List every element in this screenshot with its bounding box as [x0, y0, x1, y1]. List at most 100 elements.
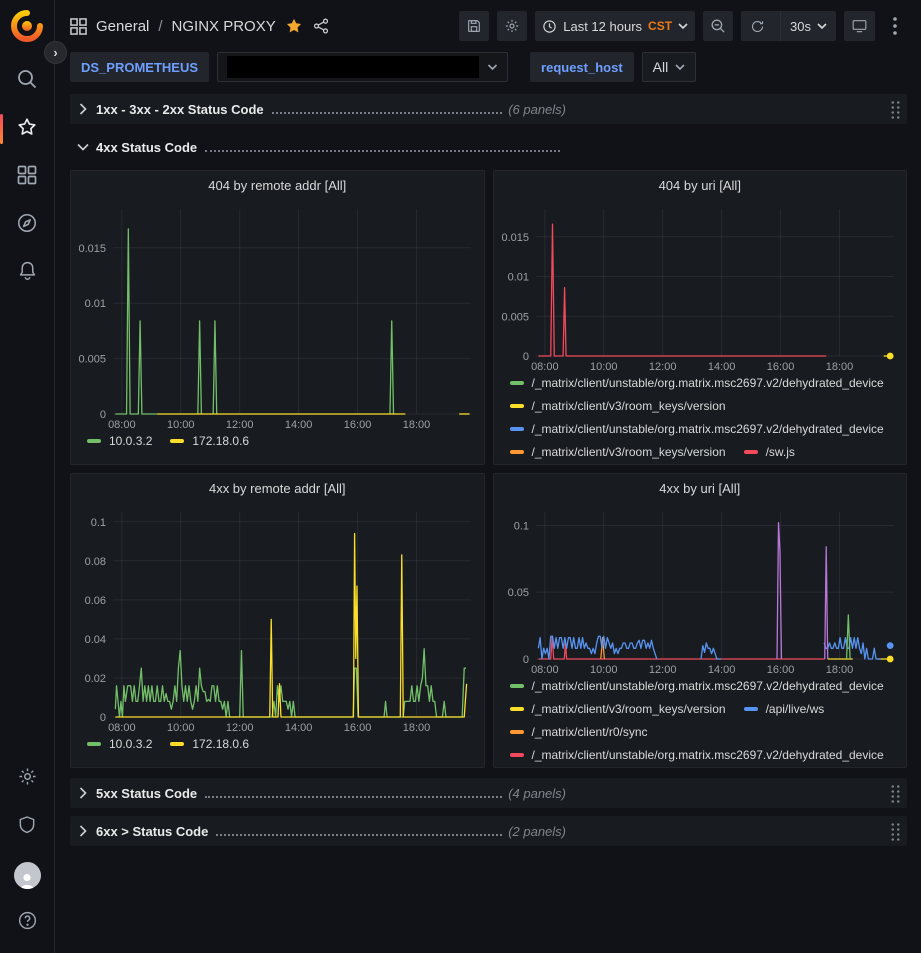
legend-item[interactable]: 10.0.3.2 [87, 434, 152, 448]
legend-item[interactable]: /_matrix/client/unstable/org.matrix.msc2… [509, 376, 884, 390]
series-line [114, 648, 466, 718]
x-axis-tick: 08:00 [108, 419, 136, 431]
share-icon[interactable] [312, 17, 330, 35]
panel-legend: /_matrix/client/unstable/org.matrix.msc2… [494, 374, 907, 464]
row-6xx[interactable]: 6xx > Status Code (2 panels) [70, 816, 907, 846]
sidebar-item-server-admin[interactable] [0, 803, 55, 851]
y-axis-tick: 0.01 [85, 298, 106, 310]
refresh-interval-picker[interactable]: 30s [780, 11, 836, 41]
chevron-right-icon [70, 825, 96, 837]
row-title: 5xx Status Code [96, 785, 198, 801]
panel-4xx-by-remote-addr: 4xx by remote addr [All] 08:00 10:00 12:00… [70, 473, 485, 768]
time-series-plot[interactable]: 08:00 10:00 12:00 14:00 16:00 18:00 0 0.02 0.04 0… [71, 502, 484, 735]
shield-icon [17, 814, 37, 840]
row-drag-handle[interactable] [890, 821, 901, 841]
chevron-right-icon [70, 787, 96, 799]
grafana-logo[interactable] [10, 9, 44, 43]
legend-swatch [509, 684, 524, 688]
x-axis-tick: 08:00 [108, 722, 136, 734]
variable-select-request-host[interactable]: All [641, 52, 697, 82]
sidebar-item-explore[interactable] [0, 201, 55, 249]
row-drag-handle[interactable] [890, 783, 901, 803]
legend-label: /_matrix/client/r0/sync [531, 725, 648, 739]
panel-title[interactable]: 4xx by uri [All] [659, 480, 741, 496]
variable-label-ds-prometheus: DS_PROMETHEUS [70, 52, 210, 82]
row-title: 4xx Status Code [96, 139, 198, 155]
legend-item[interactable]: 10.0.3.2 [87, 737, 152, 751]
time-range-picker[interactable]: Last 12 hours CST [535, 11, 696, 41]
x-axis-tick: 08:00 [531, 664, 559, 676]
legend-item[interactable]: /api/live/ws [743, 702, 824, 716]
legend-swatch [87, 439, 101, 443]
legend-item[interactable]: /_matrix/client/v3/room_keys/version [509, 445, 726, 459]
time-series-plot[interactable]: 08:00 10:00 12:00 14:00 16:00 18:00 0 0.005 0.01… [494, 199, 907, 374]
x-axis-tick: 10:00 [167, 722, 195, 734]
legend-item[interactable]: /_matrix/client/unstable/org.matrix.msc2… [509, 679, 884, 693]
series-line [212, 320, 218, 415]
legend-swatch [87, 742, 101, 746]
row-4xx[interactable]: 4xx Status Code [70, 132, 907, 162]
dashboard-settings-button[interactable] [497, 11, 528, 41]
save-dashboard-button[interactable] [459, 11, 490, 41]
legend-item[interactable]: /_matrix/client/v3/room_keys/version [509, 399, 726, 413]
legend-label: /_matrix/client/unstable/org.matrix.msc2… [531, 679, 884, 693]
panel-title[interactable]: 404 by remote addr [All] [208, 177, 347, 193]
dotted-leader [216, 833, 503, 836]
legend-item[interactable]: 172.18.0.6 [170, 737, 249, 751]
legend-swatch [509, 450, 524, 454]
sidebar-item-starred[interactable] [0, 105, 55, 153]
panel-404-by-remote-addr: 404 by remote addr [All] 08:00 10:00 12:00… [70, 170, 485, 465]
legend-swatch [170, 742, 185, 746]
favorite-star-icon[interactable] [285, 17, 303, 35]
panel-title[interactable]: 4xx by remote addr [All] [208, 480, 346, 496]
refresh-button[interactable] [741, 11, 774, 41]
legend-item[interactable]: /sw.js [743, 445, 795, 459]
time-series-plot[interactable]: 08:00 10:00 12:00 14:00 16:00 18:00 0 0.005 0.01… [71, 199, 484, 432]
variables-submenu: DS_PROMETHEUS request_host All [55, 52, 921, 88]
legend-swatch [509, 730, 524, 734]
sidebar-item-help[interactable] [0, 899, 55, 947]
tv-mode-button[interactable] [844, 11, 875, 41]
legend-item[interactable]: /_matrix/client/r0/sync [509, 725, 648, 739]
x-axis-tick: 12:00 [226, 722, 254, 734]
search-icon [16, 68, 38, 95]
kebab-menu-button[interactable] [883, 11, 907, 41]
apps-grid-icon [70, 17, 87, 35]
dashboard-header: General / NGINX PROXY [55, 0, 921, 52]
clock-icon [542, 19, 557, 34]
legend-label: /_matrix/client/unstable/org.matrix.msc2… [531, 376, 884, 390]
legend-label: /_matrix/client/unstable/org.matrix.msc2… [531, 748, 884, 762]
dashboards-grid-icon [17, 165, 37, 190]
x-axis-tick: 18:00 [403, 419, 431, 431]
sidebar-item-alerting[interactable] [0, 249, 55, 297]
panel-legend: 10.0.3.2 172.18.0.6 [71, 432, 484, 464]
row-5xx[interactable]: 5xx Status Code (4 panels) [70, 778, 907, 808]
avatar [13, 861, 41, 889]
sidebar-item-profile[interactable] [0, 851, 55, 899]
legend-item[interactable]: /_matrix/client/unstable/org.matrix.msc2… [509, 748, 884, 762]
panel-title[interactable]: 404 by uri [All] [658, 177, 741, 193]
sidebar-expand-button[interactable]: › [44, 41, 67, 64]
legend-item[interactable]: /_matrix/client/unstable/org.matrix.msc2… [509, 422, 884, 436]
legend-item[interactable]: /_matrix/client/v3/room_keys/version [509, 702, 726, 716]
sidebar: › [0, 0, 67, 953]
row-drag-handle[interactable] [890, 99, 901, 119]
zoom-out-button[interactable] [703, 11, 734, 41]
legend-swatch [509, 427, 524, 431]
sidebar-item-dashboards[interactable] [0, 153, 55, 201]
legend-item[interactable]: 172.18.0.6 [170, 434, 249, 448]
x-axis-tick: 10:00 [590, 664, 618, 676]
sidebar-item-settings[interactable] [0, 755, 55, 803]
star-outline-icon [16, 116, 38, 143]
sidebar-item-search[interactable] [0, 57, 55, 105]
legend-swatch [743, 707, 758, 711]
series-line [537, 635, 825, 660]
legend-swatch [509, 707, 524, 711]
time-series-plot[interactable]: 08:00 10:00 12:00 14:00 16:00 18:00 0 0.05 0.1 [494, 502, 907, 677]
y-axis-tick: 0.06 [85, 595, 106, 607]
row-1xx-3xx-2xx[interactable]: 1xx - 3xx - 2xx Status Code (6 panels) [70, 94, 907, 124]
legend-label: /_matrix/client/v3/room_keys/version [531, 399, 726, 413]
variable-select-ds-prometheus[interactable] [217, 52, 509, 82]
breadcrumb-section[interactable]: General [96, 17, 150, 35]
x-axis-tick: 14:00 [285, 722, 313, 734]
